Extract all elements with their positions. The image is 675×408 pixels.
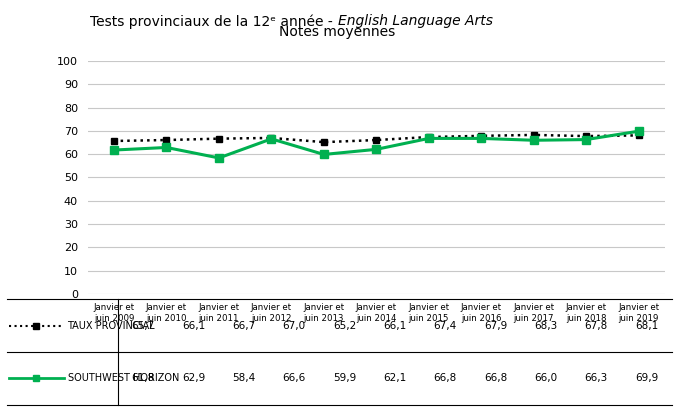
Text: 65,2: 65,2 bbox=[333, 321, 356, 330]
Text: TAUX PROVINCIAL: TAUX PROVINCIAL bbox=[68, 321, 155, 330]
Text: 61,8: 61,8 bbox=[132, 373, 155, 383]
Text: 67,9: 67,9 bbox=[484, 321, 507, 330]
Text: 66,6: 66,6 bbox=[283, 373, 306, 383]
Text: 62,1: 62,1 bbox=[383, 373, 406, 383]
Text: 66,7: 66,7 bbox=[232, 321, 256, 330]
Text: 66,0: 66,0 bbox=[535, 373, 558, 383]
Text: 68,3: 68,3 bbox=[534, 321, 558, 330]
Text: 66,8: 66,8 bbox=[433, 373, 457, 383]
Text: SOUTHWEST HORIZON: SOUTHWEST HORIZON bbox=[68, 373, 179, 383]
Text: 67,0: 67,0 bbox=[283, 321, 306, 330]
Text: Tests provinciaux de la 12ᵉ année -: Tests provinciaux de la 12ᵉ année - bbox=[90, 14, 338, 29]
Text: English Language Arts: English Language Arts bbox=[338, 14, 493, 28]
Text: 59,9: 59,9 bbox=[333, 373, 356, 383]
Text: 69,9: 69,9 bbox=[635, 373, 658, 383]
Text: 67,4: 67,4 bbox=[433, 321, 457, 330]
Text: 66,8: 66,8 bbox=[484, 373, 507, 383]
Text: Notes moyennes: Notes moyennes bbox=[279, 25, 396, 39]
Text: 65,7: 65,7 bbox=[132, 321, 155, 330]
Text: 66,3: 66,3 bbox=[585, 373, 608, 383]
Text: 67,8: 67,8 bbox=[585, 321, 608, 330]
Text: 58,4: 58,4 bbox=[232, 373, 256, 383]
Text: 66,1: 66,1 bbox=[182, 321, 205, 330]
Text: 66,1: 66,1 bbox=[383, 321, 406, 330]
Text: 62,9: 62,9 bbox=[182, 373, 205, 383]
Text: 68,1: 68,1 bbox=[635, 321, 658, 330]
